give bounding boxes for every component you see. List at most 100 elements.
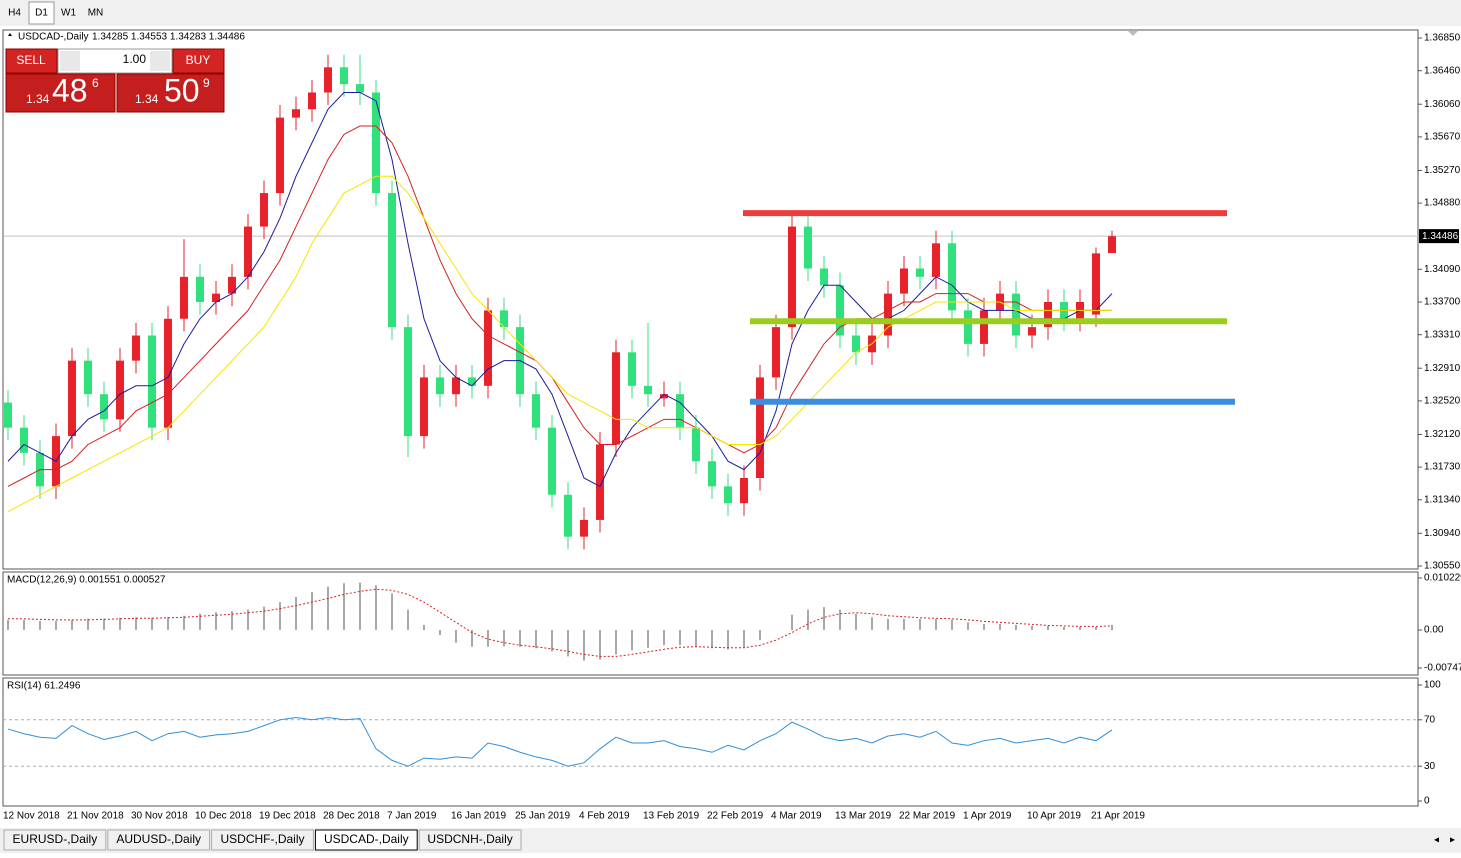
candle-body [884, 293, 892, 336]
candle-body [324, 67, 332, 93]
chart-area [0, 26, 1461, 828]
timeframe-label: D1 [35, 8, 48, 19]
x-tick-label: 13 Feb 2019 [643, 811, 700, 822]
symbol-tab[interactable] [314, 829, 418, 851]
y-tick-label: 1.31730 [1424, 462, 1461, 473]
moving-average [7, 125, 1112, 487]
candle-body [4, 402, 12, 428]
candle-body [356, 84, 364, 93]
symbol-tab-label: USDCAD-,Daily [324, 832, 409, 846]
y-tick-label: 1.35670 [1424, 132, 1461, 143]
candle-body [484, 310, 492, 386]
y-tick-label: 1.30550 [1424, 561, 1461, 572]
candle-body [292, 109, 300, 118]
symbol-tab[interactable] [3, 829, 107, 851]
candle-body [116, 360, 124, 420]
candle-body [148, 335, 156, 428]
candle-body [916, 268, 924, 277]
x-tick-label: 28 Dec 2018 [323, 811, 380, 822]
candle-body [900, 268, 908, 294]
candle-body [244, 226, 252, 277]
y-tick-label: -0.007477 [1424, 663, 1461, 674]
sell-price-box[interactable] [5, 73, 116, 113]
y-tick-label: 70 [1424, 714, 1436, 725]
title-arrow [8, 33, 12, 36]
timeframe-button[interactable] [83, 2, 108, 24]
trade-panel: SELL 1.00 BUY 1.34 48 6 1.34 50 9 [5, 48, 225, 113]
moving-average [7, 175, 1112, 512]
candle-body [964, 310, 972, 344]
candle-body [100, 394, 108, 420]
candle-body [436, 377, 444, 395]
shift-marker [1128, 31, 1138, 36]
scroll-left[interactable]: ◂ [1434, 835, 1439, 846]
candle-body [804, 226, 812, 269]
candle-body [404, 327, 412, 437]
x-tick-label: 4 Feb 2019 [579, 811, 630, 822]
lot-up[interactable] [150, 51, 170, 71]
timeframe-label: H4 [8, 8, 21, 19]
symbol-tab[interactable] [211, 829, 314, 851]
candle-body [164, 318, 172, 428]
candle-body [644, 385, 652, 395]
y-tick-label: 1.31340 [1424, 494, 1461, 505]
lot-down[interactable] [60, 51, 80, 71]
timeframe-button[interactable] [28, 1, 55, 25]
candle-body [452, 377, 460, 395]
candle-body [420, 377, 428, 437]
candle-body [676, 394, 684, 428]
candle-body [548, 427, 556, 495]
candle-body [84, 360, 92, 395]
symbol-tab-label: EURUSD-,Daily [13, 832, 98, 846]
buy-button[interactable] [172, 48, 225, 74]
candle-body [20, 427, 28, 453]
candle-body [132, 335, 140, 361]
x-tick-label: 10 Dec 2018 [195, 811, 252, 822]
x-tick-label: 4 Mar 2019 [771, 811, 822, 822]
candle-body [68, 360, 76, 437]
y-tick-label: 100 [1424, 680, 1441, 691]
y-tick-label: 1.34090 [1424, 264, 1461, 275]
x-tick-label: 25 Jan 2019 [515, 811, 570, 822]
rsi-title: RSI(14) 61.2496 [7, 681, 81, 692]
candle-body [740, 478, 748, 504]
symbol-tab-label: AUDUSD-,Daily [116, 832, 201, 846]
macd-title: MACD(12,26,9) 0.001551 0.000527 [7, 575, 166, 586]
chart-title: USDCAD-,Daily [18, 32, 89, 43]
candle-body [596, 444, 604, 520]
x-tick-label: 21 Apr 2019 [1091, 811, 1145, 822]
candle-body [948, 243, 956, 311]
candle-body [468, 377, 476, 386]
x-tick-label: 19 Dec 2018 [259, 811, 316, 822]
candle-body [788, 226, 796, 328]
sell-button[interactable] [5, 48, 58, 74]
y-tick-label: 1.32120 [1424, 429, 1461, 440]
candle-body [564, 494, 572, 537]
y-tick-label: 1.33310 [1424, 329, 1461, 340]
timeframe-button[interactable] [2, 2, 27, 24]
candle-body [180, 276, 188, 319]
candle-body [724, 486, 732, 504]
symbol-tab-label: USDCHF-,Daily [221, 832, 305, 846]
symbol-tab[interactable] [418, 829, 522, 851]
lot-value: 1.00 [123, 52, 147, 66]
timeframe-label: MN [88, 8, 104, 19]
quote: 1.34285 1.34553 1.34283 1.34486 [92, 32, 245, 43]
buy-price-box[interactable] [116, 73, 225, 113]
symbol-tab[interactable] [107, 829, 211, 851]
candle-body [932, 243, 940, 277]
candle-body [836, 285, 844, 336]
scroll-right[interactable]: ▸ [1450, 835, 1455, 846]
timeframe-label: W1 [61, 8, 76, 19]
buy-price-point: 9 [203, 76, 210, 90]
y-tick-label: 1.32910 [1424, 363, 1461, 374]
candle-body [1092, 253, 1100, 315]
candle-body [228, 276, 236, 294]
y-tick-label: 1.36460 [1424, 65, 1461, 76]
timeframe-button[interactable] [56, 2, 81, 24]
main-panel [2, 29, 1419, 570]
x-tick-label: 22 Feb 2019 [707, 811, 764, 822]
y-tick-label: 1.33700 [1424, 297, 1461, 308]
current-price-label: 1.34486 [1422, 231, 1459, 242]
